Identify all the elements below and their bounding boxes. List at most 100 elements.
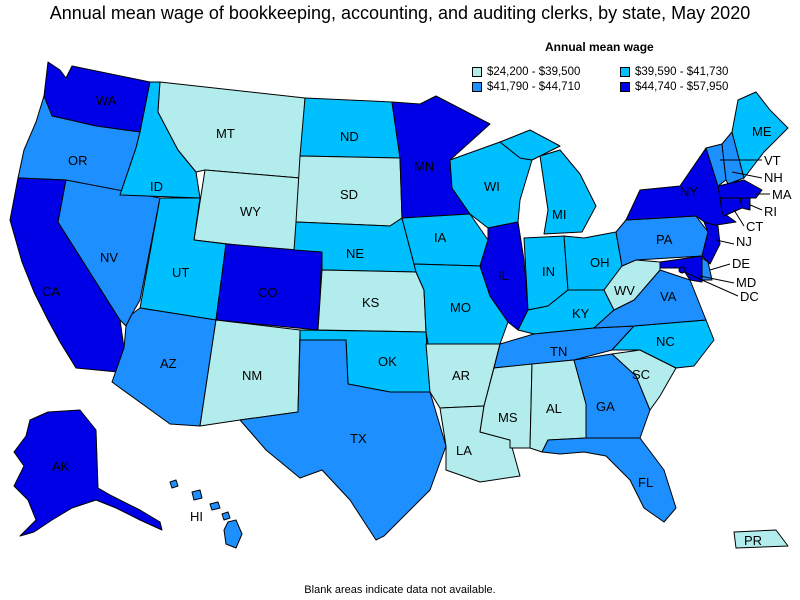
footnote: Blank areas indicate data not available.: [304, 584, 496, 596]
state-label: PR: [744, 533, 762, 548]
state-OH[interactable]: OH: [563, 231, 623, 293]
state-AL[interactable]: AL: [529, 359, 587, 453]
state-CT[interactable]: [719, 197, 743, 217]
state-SD[interactable]: SD: [295, 155, 403, 227]
state-label: MO: [450, 300, 471, 315]
state-label: AK: [52, 459, 70, 474]
state-label: TX: [350, 431, 367, 446]
state-label: WA: [96, 93, 117, 108]
state-label: CO: [258, 285, 278, 300]
legend-swatch: [472, 82, 482, 92]
state-label: IA: [434, 230, 447, 245]
state-KS[interactable]: KS: [317, 269, 427, 333]
state-CO[interactable]: CO: [215, 243, 323, 331]
state-label: AR: [452, 368, 470, 383]
state-label: OH: [590, 255, 610, 270]
state-label: WI: [484, 179, 500, 194]
state-label: NV: [100, 250, 118, 265]
state-label: OR: [68, 153, 88, 168]
state-label: LA: [456, 443, 472, 458]
state-label: SC: [632, 367, 650, 382]
state-NJ[interactable]: [701, 221, 721, 265]
state-MN[interactable]: MN: [391, 95, 491, 219]
legend-swatch: [620, 82, 630, 92]
map-title: Annual mean wage of bookkeeping, account…: [49, 3, 751, 23]
state-label: VT: [764, 153, 781, 168]
state-label: NE: [346, 246, 364, 261]
state-label: AZ: [160, 356, 177, 371]
state-label: IN: [542, 264, 555, 279]
state-FL[interactable]: FL: [541, 437, 677, 523]
state-ND[interactable]: ND: [299, 97, 401, 159]
state-MI[interactable]: MI: [499, 129, 597, 235]
state-label: NY: [680, 184, 698, 199]
legend-swatch: [620, 67, 630, 77]
legend-label: $24,200 - $39,500: [487, 66, 581, 78]
state-label: SD: [340, 187, 358, 202]
state-label: NM: [242, 368, 262, 383]
state-AK[interactable]: AK: [13, 409, 163, 537]
legend-label: $39,590 - $41,730: [635, 66, 729, 78]
state-ME[interactable]: ME: [731, 91, 789, 179]
legend-item-tier-2: $39,590 - $41,730: [620, 66, 728, 78]
state-label: DC: [740, 289, 759, 304]
state-label: MS: [498, 410, 518, 425]
state-label: CA: [42, 284, 60, 299]
state-label: RI: [764, 204, 777, 219]
state-HI[interactable]: HI: [169, 479, 243, 549]
legend-swatch: [472, 67, 482, 77]
state-label: UT: [172, 265, 189, 280]
state-label: MT: [216, 126, 235, 141]
northeast-callouts: VT NH MA RI CT NJ DE MD DC: [683, 153, 792, 304]
state-label: ME: [752, 124, 772, 139]
state-label: IL: [498, 268, 509, 283]
state-NH[interactable]: [721, 131, 745, 185]
state-AZ[interactable]: AZ: [111, 307, 217, 427]
state-MT[interactable]: MT: [157, 81, 306, 179]
state-label: VA: [660, 289, 677, 304]
state-label: OK: [378, 354, 397, 369]
legend-title: Annual mean wage: [545, 40, 654, 54]
legend-item-tier-3: $41,790 - $44,710: [472, 81, 580, 93]
state-label: PA: [656, 232, 673, 247]
state-label: MA: [772, 187, 792, 202]
state-label: NH: [764, 170, 783, 185]
state-label: FL: [638, 475, 653, 490]
state-NM[interactable]: NM: [199, 319, 301, 427]
state-DC[interactable]: [678, 266, 686, 274]
state-SC[interactable]: SC: [611, 349, 677, 411]
state-WY[interactable]: WY: [193, 169, 301, 253]
state-label: WY: [240, 204, 261, 219]
state-label: HI: [190, 509, 203, 524]
state-NY[interactable]: NY: [625, 147, 737, 227]
state-PR[interactable]: PR: [733, 529, 789, 549]
state-IA[interactable]: IA: [401, 213, 489, 267]
state-TX[interactable]: TX: [239, 339, 447, 541]
state-MA[interactable]: [717, 179, 763, 199]
state-label: ID: [150, 179, 163, 194]
state-WV[interactable]: WV: [603, 259, 661, 311]
state-label: TN: [550, 344, 567, 359]
state-label: KY: [572, 306, 590, 321]
state-IL[interactable]: IL: [479, 221, 529, 331]
state-label: DE: [732, 256, 750, 271]
legend-item-tier-4: $44,740 - $57,950: [620, 81, 728, 93]
state-label: NC: [656, 334, 675, 349]
legend-item-tier-1: $24,200 - $39,500: [472, 66, 580, 78]
legend-label: $41,790 - $44,710: [487, 81, 581, 93]
legend-label: $44,740 - $57,950: [635, 81, 729, 93]
state-label: MI: [552, 207, 566, 222]
state-GA[interactable]: GA: [573, 353, 651, 439]
state-label: CT: [746, 219, 763, 234]
state-label: MD: [736, 275, 756, 290]
state-label: KS: [362, 295, 380, 310]
state-label: NJ: [736, 234, 752, 249]
state-label: WV: [614, 283, 635, 298]
state-label: MN: [414, 159, 434, 174]
state-label: ND: [340, 129, 359, 144]
state-AR[interactable]: AR: [425, 343, 501, 409]
state-label: AL: [546, 401, 562, 416]
state-label: GA: [596, 399, 615, 414]
